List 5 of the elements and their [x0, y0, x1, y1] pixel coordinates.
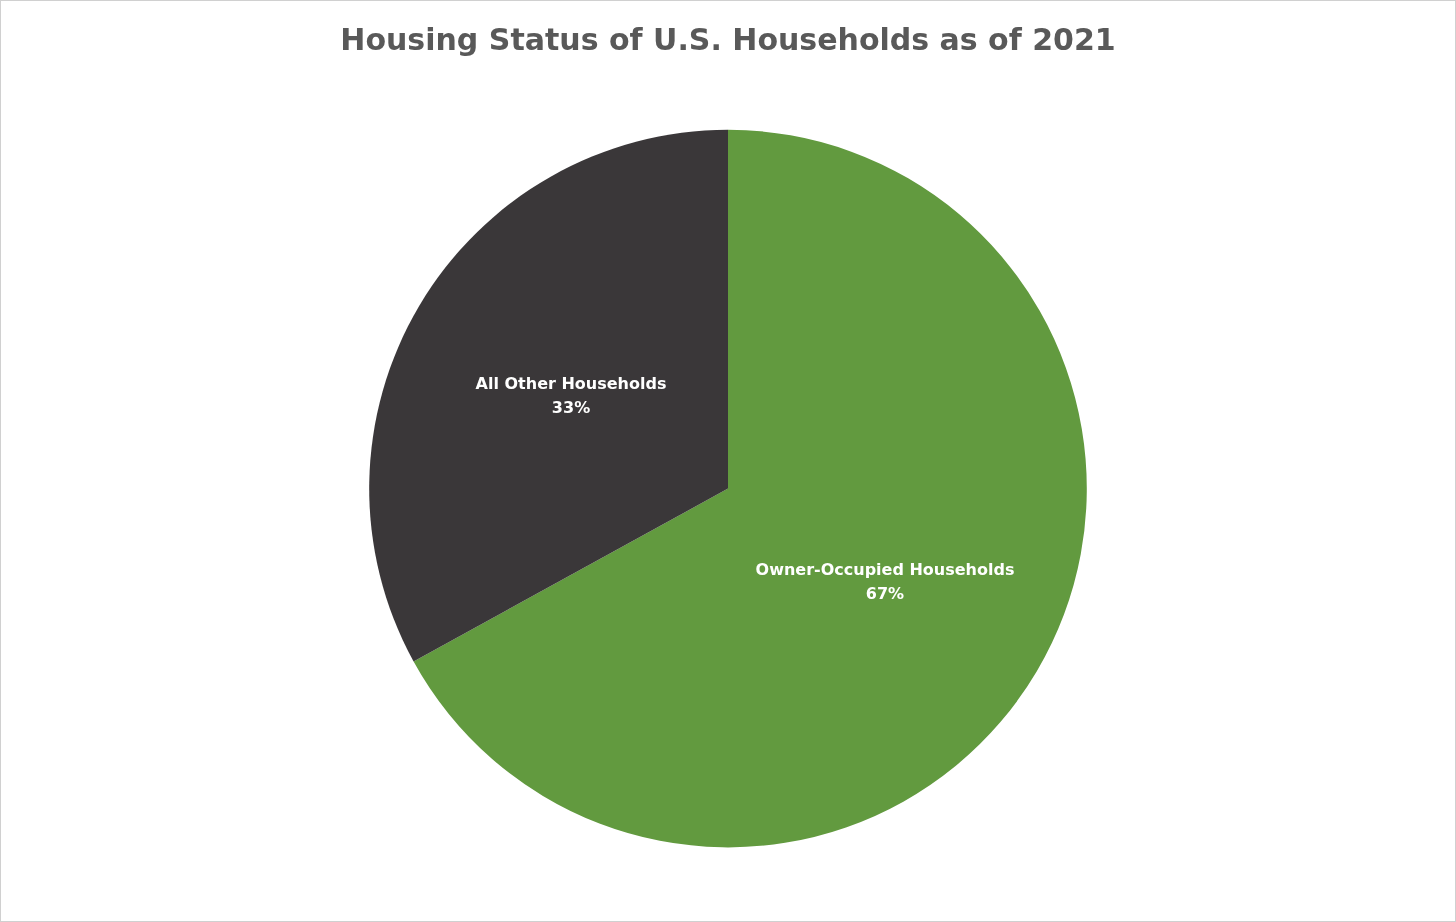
slice-label: Owner-Occupied Households	[755, 559, 1015, 579]
chart-title: Housing Status of U.S. Households as of 2021	[340, 21, 1116, 57]
data-label: 33%	[551, 398, 591, 418]
data-label: 67%	[865, 583, 905, 603]
slice-label: All Other Households	[475, 374, 667, 394]
